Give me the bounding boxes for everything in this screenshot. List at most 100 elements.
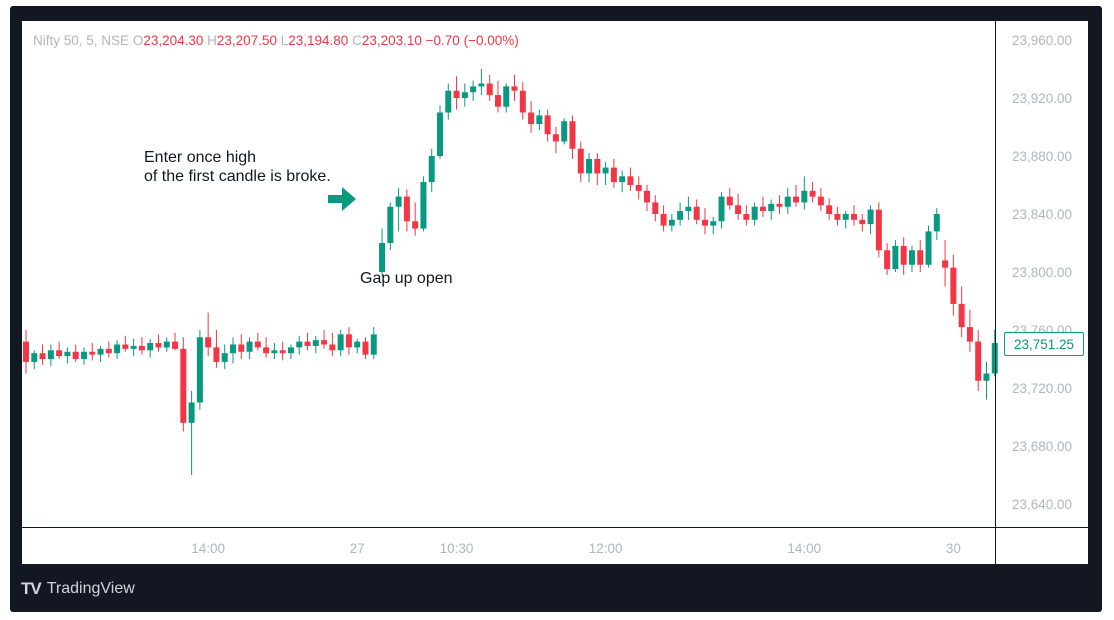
time-tick-label: 10:30 [440, 541, 474, 556]
candle-body [950, 267, 957, 304]
candle-body [826, 205, 833, 214]
entry-annotation-line2: of the first candle is broke. [144, 168, 331, 185]
tradingview-logo-icon: TV [21, 579, 42, 598]
candle-body [163, 341, 170, 348]
candle-body [287, 347, 294, 354]
candle-body [652, 202, 659, 214]
open-value: 23,204.30 [143, 33, 204, 48]
candle-body [321, 340, 328, 345]
candle-body [577, 148, 584, 174]
candle-body [726, 196, 733, 206]
candle-body [677, 211, 684, 220]
candle-body [925, 231, 932, 265]
candle-body [155, 343, 162, 348]
ohlc-legend: Nifty 50, 5, NSE O23,204.30 H23,207.50 L… [33, 33, 519, 48]
candle-body [428, 156, 435, 183]
candle-body [437, 112, 443, 156]
candle-body [122, 344, 129, 349]
close-value: 23,203.10 [361, 33, 422, 48]
candle-body [205, 337, 212, 348]
gap-annotation: Gap up open [360, 270, 453, 287]
candle-body [983, 373, 990, 381]
candle-body [254, 341, 261, 348]
candles-group [23, 69, 998, 475]
candle-body [776, 203, 783, 207]
candle-body [238, 344, 245, 352]
candle-body [271, 350, 278, 354]
time-axis: 14:00 27 10:30 12:00 14:00 30 [191, 541, 961, 556]
candle-body [519, 90, 526, 113]
time-tick-label: 27 [350, 541, 365, 556]
high-label: H [207, 33, 217, 48]
candle-body [97, 348, 104, 355]
candle-body [196, 337, 203, 403]
change-value: −0.70 (−0.00%) [425, 33, 519, 48]
candle-body [809, 190, 816, 197]
candle-body [743, 214, 750, 220]
candle-body [668, 219, 675, 226]
candle-body [494, 95, 501, 107]
candle-body [64, 351, 71, 357]
candle-body [478, 83, 485, 87]
time-tick-label: 30 [946, 541, 961, 556]
candle-body [875, 209, 882, 251]
chart-plot-area[interactable] [22, 21, 1088, 564]
candle-body [991, 343, 998, 374]
candle-body [966, 327, 973, 342]
tradingview-watermark[interactable]: TV TradingView [21, 579, 135, 599]
candle-body [147, 343, 154, 351]
candle-body [842, 214, 849, 220]
candle-body [908, 250, 915, 265]
price-tick-label: 23,800.00 [1012, 265, 1072, 280]
time-tick-label: 12:00 [589, 541, 623, 556]
candle-body [47, 350, 54, 359]
candle-body [420, 182, 427, 229]
candle-body [180, 348, 187, 423]
candle-body [627, 176, 634, 185]
candle-body [586, 158, 593, 174]
high-value: 23,207.50 [216, 33, 277, 48]
candle-body [900, 245, 907, 265]
candle-body [89, 351, 96, 355]
candle-body [975, 341, 982, 381]
candle-body [528, 112, 535, 125]
candle-body [958, 303, 965, 328]
candle-body [470, 86, 477, 93]
low-value: 23,194.80 [288, 33, 349, 48]
candle-body [445, 90, 452, 113]
candle-body [412, 221, 419, 229]
candle-body [105, 348, 112, 354]
candle-body [395, 196, 402, 207]
candle-body [552, 134, 559, 142]
candle-body [619, 176, 626, 183]
price-tick-label: 23,960.00 [1012, 33, 1072, 48]
candle-body [511, 86, 518, 91]
candle-body [263, 347, 270, 354]
last-price-label: 23,751.25 [1004, 332, 1084, 356]
candle-body [230, 344, 236, 354]
symbol-label: Nifty 50, 5, NSE [33, 33, 130, 48]
entry-annotation: Enter once high of the first candle is b… [144, 148, 331, 186]
low-label: L [280, 33, 289, 48]
candle-body [379, 243, 386, 272]
candle-body [718, 196, 725, 222]
candle-body [130, 345, 137, 349]
candle-body [594, 158, 601, 174]
candle-body [188, 402, 195, 423]
candle-body [817, 196, 824, 206]
candle-body [354, 341, 361, 348]
candle-body [221, 353, 228, 362]
candle-body [710, 221, 717, 226]
candle-body [892, 245, 899, 270]
candle-body [759, 206, 766, 212]
entry-arrow-icon [328, 187, 356, 211]
candle-body [138, 345, 145, 351]
tradingview-label: TradingView [46, 580, 135, 597]
candle-body [279, 350, 286, 354]
candle-body [701, 219, 708, 226]
candle-body [39, 353, 46, 359]
candle-body [867, 209, 874, 225]
candle-body [461, 92, 468, 98]
candle-body [884, 250, 891, 270]
